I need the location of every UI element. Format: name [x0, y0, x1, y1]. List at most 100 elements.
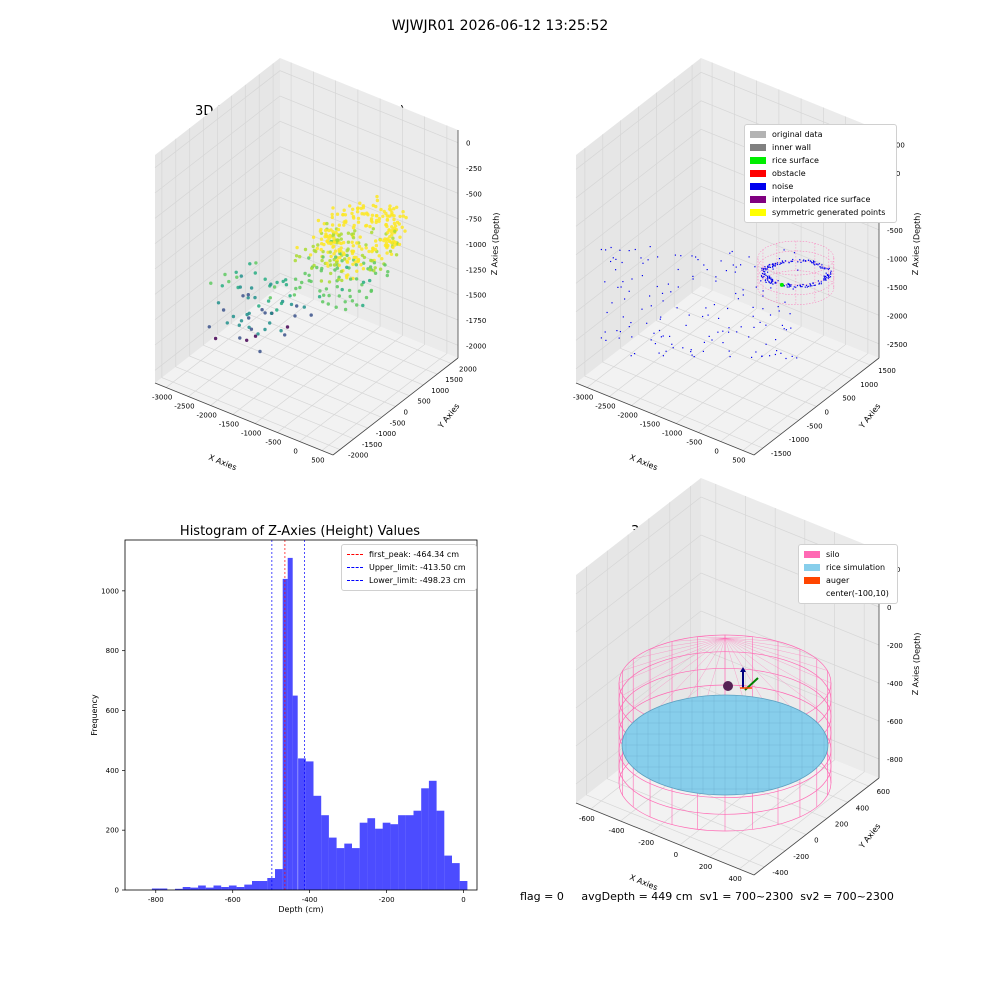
noise-point	[784, 260, 786, 262]
x-axis-label: Depth (cm)	[278, 905, 323, 914]
raw-point	[334, 255, 338, 259]
noise-point	[768, 264, 770, 266]
noise-point	[768, 281, 770, 283]
y-tick-label: 1000	[101, 587, 119, 595]
y-tick-label: 0	[825, 409, 829, 417]
raw-point	[329, 254, 333, 259]
x-tick-label: -600	[579, 815, 595, 823]
raw-point	[269, 311, 274, 315]
raw-point	[370, 230, 374, 235]
noise-point	[718, 317, 720, 319]
raw-point	[332, 252, 336, 256]
noise-point	[642, 262, 644, 264]
noise-point	[764, 271, 766, 273]
raw-point	[336, 227, 341, 232]
histogram-bar	[352, 848, 360, 890]
x-tick-label: -3000	[152, 394, 172, 402]
raw-point	[347, 288, 352, 293]
raw-point	[384, 238, 389, 242]
y-tick-label: 600	[877, 788, 890, 796]
raw-point	[257, 304, 261, 308]
grid-line	[575, 572, 880, 671]
histogram-bar	[228, 885, 237, 890]
raw-point	[256, 332, 260, 336]
legend-item: symmetric generated points	[750, 206, 891, 219]
noise-point	[763, 269, 765, 271]
noise-point	[780, 262, 782, 264]
raw-point	[354, 277, 359, 281]
noise-point	[624, 298, 626, 300]
noise-point	[772, 268, 774, 270]
noise-point	[612, 257, 614, 259]
raw-point	[328, 263, 333, 267]
z-tick-label: -500	[887, 227, 903, 235]
noise-point	[828, 267, 830, 269]
raw-point	[366, 213, 370, 217]
noise-point	[722, 342, 724, 344]
noise-point	[826, 274, 828, 276]
noise-point	[782, 261, 784, 263]
histogram-bar	[221, 887, 229, 890]
raw-point	[368, 224, 372, 229]
raw-point	[393, 240, 397, 244]
raw-point	[294, 254, 299, 258]
noise-point	[646, 322, 648, 324]
raw-point	[320, 266, 324, 271]
noise-point	[783, 262, 785, 264]
raw-point	[378, 267, 383, 271]
y-tick-label: 600	[106, 707, 119, 715]
roof-line	[724, 636, 753, 639]
histogram-bar	[244, 884, 252, 890]
raw-point	[375, 214, 379, 218]
grid-line	[609, 71, 735, 397]
noise-point	[806, 286, 808, 288]
noise-point	[605, 339, 607, 341]
raw-point	[356, 206, 360, 211]
grid-line	[575, 610, 880, 709]
noise-point	[824, 279, 826, 281]
noise-point	[610, 260, 612, 263]
raw-point	[342, 208, 346, 212]
raw-point	[393, 229, 397, 233]
raw-point	[384, 211, 388, 216]
z-axis-label: Z Axies (Depth)	[911, 632, 922, 695]
raw-point	[401, 214, 406, 218]
raw-point	[369, 218, 374, 223]
noise-point	[706, 269, 708, 271]
noise-point	[771, 280, 773, 282]
noise-point	[622, 281, 624, 283]
y-axis-line	[753, 357, 880, 456]
z-tick-label: -400	[887, 680, 903, 688]
z-arrow-head	[740, 667, 746, 672]
raw-point	[237, 323, 241, 327]
noise-point	[628, 326, 630, 328]
noise-point	[729, 356, 731, 358]
noise-point	[630, 322, 632, 324]
raw-point	[293, 258, 297, 263]
avg-depth-text: avgDepth = 449 cm	[581, 890, 693, 903]
raw-point	[268, 296, 272, 300]
noise-point	[762, 295, 764, 297]
z-tick-label: -2000	[466, 342, 486, 350]
legend-swatch	[750, 209, 766, 216]
noise-point	[820, 283, 822, 285]
silo-ring	[757, 270, 835, 305]
legend-swatch	[750, 183, 766, 190]
raw-point	[337, 247, 341, 252]
histogram-bar	[236, 887, 245, 890]
noise-point	[772, 265, 774, 267]
raw-point	[380, 257, 384, 261]
legend-label: symmetric generated points	[772, 208, 886, 217]
noise-point	[769, 355, 771, 357]
y-tick-label: -1500	[771, 450, 791, 458]
raw-point	[241, 294, 245, 298]
simulation-legend: silo rice simulation auger center(-100,1…	[798, 544, 898, 604]
y-axis-line	[332, 357, 459, 456]
noise-point	[772, 283, 774, 285]
noise-point	[665, 350, 667, 352]
z-tick-label: 0	[887, 604, 891, 612]
noise-point	[826, 268, 828, 270]
z-tick-label: -1750	[466, 317, 486, 325]
noise-point	[702, 315, 704, 318]
noise-point	[824, 278, 826, 280]
